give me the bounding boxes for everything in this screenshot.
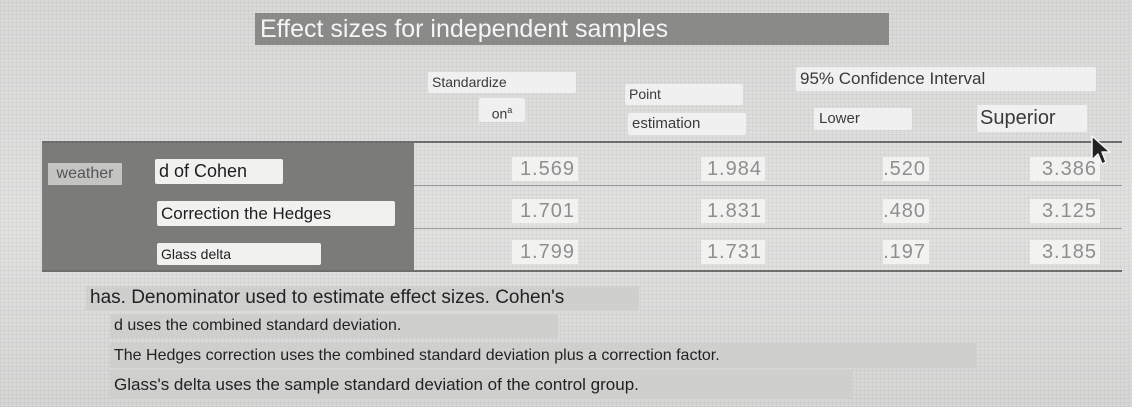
table-bottom-rule: [42, 270, 1122, 272]
footnote-line: The Hedges correction uses the combined …: [110, 343, 976, 368]
header-standardizer-cont: ona: [479, 98, 525, 122]
header-standardizer: Standardize: [428, 72, 576, 93]
variable-label: weather: [48, 163, 122, 185]
cell-upper: 3.386: [1030, 157, 1100, 181]
cell-lower: .520: [883, 157, 929, 181]
cell-upper: 3.125: [1030, 199, 1100, 223]
row-label-hedges: Correction the Hedges: [157, 201, 395, 226]
footnote-line: has. Denominator used to estimate effect…: [86, 286, 639, 310]
cell-point: 1.731: [701, 240, 765, 264]
row-label-cohen: d of Cohen: [155, 159, 283, 184]
cell-standardizer: 1.799: [512, 240, 578, 264]
cell-point: 1.831: [701, 199, 765, 223]
footnote-marker: a: [507, 105, 513, 115]
header-estimation: estimation: [628, 113, 746, 135]
footnote-line: d uses the combined standard deviation.: [110, 314, 558, 338]
table-top-rule: [42, 141, 1122, 143]
row-label-glass: Glass delta: [157, 243, 321, 265]
table-title: Effect sizes for independent samples: [255, 13, 889, 45]
header-confidence-interval: 95% Confidence Interval: [796, 67, 1096, 91]
cell-standardizer: 1.569: [512, 157, 578, 181]
cell-lower: .197: [883, 240, 929, 264]
header-standardizer-suffix: on: [491, 105, 508, 122]
footnote-line: Glass's delta uses the sample standard d…: [110, 371, 852, 398]
row-divider: [414, 185, 1122, 186]
cell-lower: .480: [883, 199, 929, 223]
cell-upper: 3.185: [1030, 240, 1100, 264]
row-divider: [414, 228, 1122, 229]
cell-standardizer: 1.701: [512, 199, 578, 223]
header-upper: Superior: [977, 105, 1087, 132]
header-point: Point: [625, 84, 743, 105]
mouse-pointer-icon: [1091, 135, 1111, 165]
cell-point: 1.984: [701, 157, 765, 181]
header-lower: Lower: [814, 108, 912, 130]
